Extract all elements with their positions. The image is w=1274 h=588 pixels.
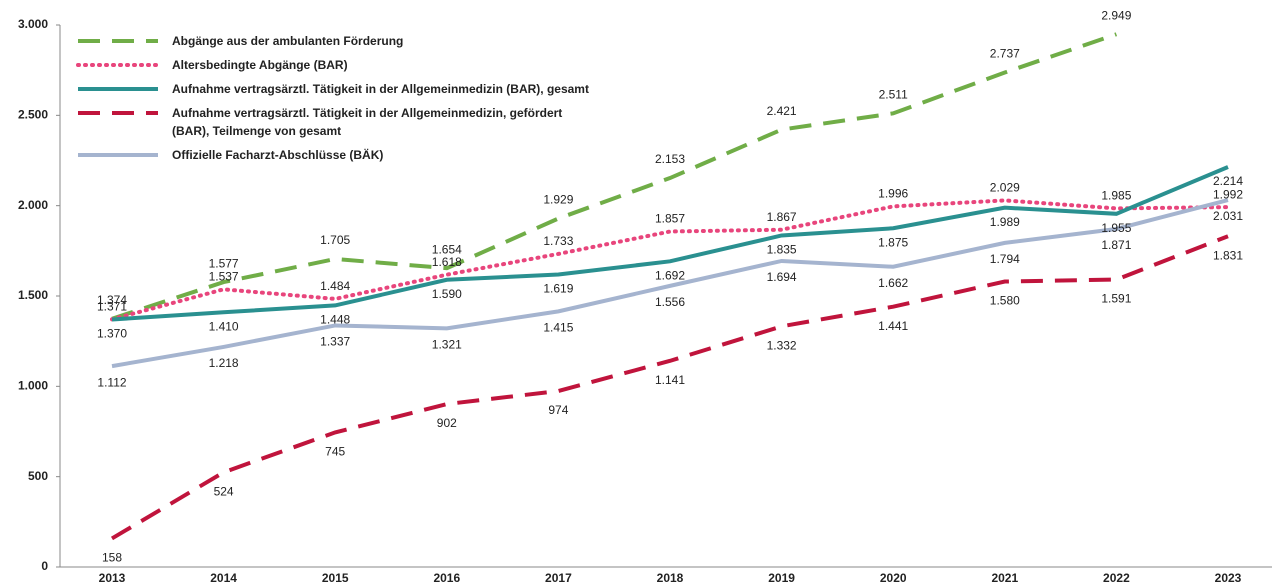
x-tick-label: 2017 — [545, 571, 572, 585]
data-label: 1.985 — [1101, 189, 1131, 203]
data-label: 524 — [214, 485, 234, 499]
legend-item: Altersbedingte Abgänge (BAR) — [76, 56, 596, 74]
data-label: 1.989 — [990, 215, 1020, 229]
data-label: 1.831 — [1213, 248, 1243, 262]
data-label: 1.871 — [1101, 238, 1131, 252]
data-label: 1.370 — [97, 327, 127, 341]
legend-swatch — [78, 39, 158, 43]
data-label: 2.153 — [655, 152, 685, 166]
legend-label: Aufnahme vertragsärztl. Tätigkeit in der… — [172, 106, 563, 138]
data-label: 745 — [325, 445, 345, 459]
data-label: 1.733 — [543, 234, 573, 248]
data-label: 158 — [102, 551, 122, 565]
legend-swatch — [78, 153, 158, 157]
data-label: 1.484 — [320, 279, 350, 293]
y-tick-label: 2.000 — [18, 198, 48, 212]
legend-swatch — [76, 63, 160, 67]
x-tick-label: 2020 — [880, 571, 907, 585]
data-label: 1.441 — [878, 319, 908, 333]
series-line — [110, 234, 1229, 541]
data-label: 2.029 — [990, 181, 1020, 195]
data-label: 2.511 — [879, 88, 908, 102]
x-tick-label: 2022 — [1103, 571, 1130, 585]
data-label: 2.949 — [1101, 8, 1131, 22]
data-label: 1.835 — [767, 243, 797, 257]
data-label: 1.875 — [878, 235, 908, 249]
legend-label: Aufnahme vertragsärztl. Tätigkeit in der… — [172, 82, 589, 96]
data-label: 1.415 — [543, 321, 573, 335]
data-label: 1.448 — [320, 313, 350, 327]
x-tick-label: 2013 — [99, 571, 126, 585]
legend-item: Offizielle Facharzt-Abschlüsse (BÄK) — [76, 146, 596, 164]
data-label: 1.321 — [432, 338, 462, 352]
data-label: 1.332 — [767, 339, 797, 353]
data-label: 1.591 — [1101, 292, 1131, 306]
data-label: 1.218 — [209, 356, 239, 370]
series-line — [111, 165, 1229, 322]
legend-label: Offizielle Facharzt-Abschlüsse (BÄK) — [172, 148, 384, 162]
series-line — [111, 32, 1118, 321]
data-label: 1.662 — [878, 276, 908, 290]
legend-item: Abgänge aus der ambulanten Förderung — [76, 32, 596, 50]
y-tick-label: 1.000 — [18, 379, 48, 393]
data-label: 1.857 — [655, 212, 685, 226]
data-label: 1.537 — [209, 269, 239, 283]
legend-swatch — [78, 111, 158, 115]
y-tick-label: 2.500 — [18, 108, 48, 122]
series-line — [110, 198, 1230, 322]
y-tick-label: 3.000 — [18, 17, 48, 31]
x-tick-label: 2015 — [322, 571, 349, 585]
data-label: 974 — [548, 403, 568, 417]
data-label: 1.654 — [432, 242, 462, 256]
data-label: 2.214 — [1213, 174, 1243, 188]
legend-label: Abgänge aus der ambulanten Förderung — [172, 34, 404, 48]
data-label: 1.955 — [1101, 221, 1131, 235]
data-label: 1.992 — [1213, 187, 1243, 201]
legend-label: Altersbedingte Abgänge (BAR) — [172, 58, 348, 72]
x-tick-label: 2019 — [768, 571, 795, 585]
data-label: 1.141 — [655, 373, 685, 387]
data-label: 1.794 — [990, 252, 1020, 266]
data-label: 2.737 — [990, 47, 1020, 61]
data-label: 1.577 — [209, 256, 239, 270]
data-label: 1.112 — [97, 375, 126, 389]
data-label: 2.031 — [1213, 209, 1243, 223]
data-label: 1.929 — [543, 193, 573, 207]
data-label: 1.590 — [432, 287, 462, 301]
data-label: 1.556 — [655, 295, 685, 309]
data-label: 1.371 — [97, 299, 127, 313]
x-tick-label: 2016 — [433, 571, 460, 585]
data-label: 902 — [437, 416, 457, 430]
x-tick-label: 2014 — [210, 571, 237, 585]
legend-item: Aufnahme vertragsärztl. Tätigkeit in der… — [76, 104, 596, 140]
legend-swatch — [78, 87, 158, 91]
series-line — [111, 198, 1229, 369]
data-label: 1.410 — [209, 319, 239, 333]
data-label: 1.619 — [543, 282, 573, 296]
y-tick-label: 1.500 — [18, 288, 48, 302]
y-tick-label: 500 — [28, 469, 48, 483]
x-tick-label: 2021 — [991, 571, 1018, 585]
data-label: 1.692 — [655, 268, 685, 282]
data-label: 2.421 — [767, 104, 797, 118]
legend-item: Aufnahme vertragsärztl. Tätigkeit in der… — [76, 80, 596, 98]
y-tick-label: 0 — [41, 559, 48, 573]
x-tick-label: 2018 — [657, 571, 684, 585]
data-label: 1.580 — [990, 294, 1020, 308]
data-label: 1.694 — [767, 270, 797, 284]
data-label: 1.996 — [878, 187, 908, 201]
data-label: 1.705 — [320, 233, 350, 247]
legend: Abgänge aus der ambulanten Förderung Alte… — [76, 32, 596, 170]
data-label: 1.374 — [97, 293, 127, 307]
x-tick-label: 2023 — [1215, 571, 1242, 585]
data-label: 1.618 — [432, 255, 462, 269]
data-label: 1.867 — [767, 210, 797, 224]
data-label: 1.337 — [320, 335, 350, 349]
